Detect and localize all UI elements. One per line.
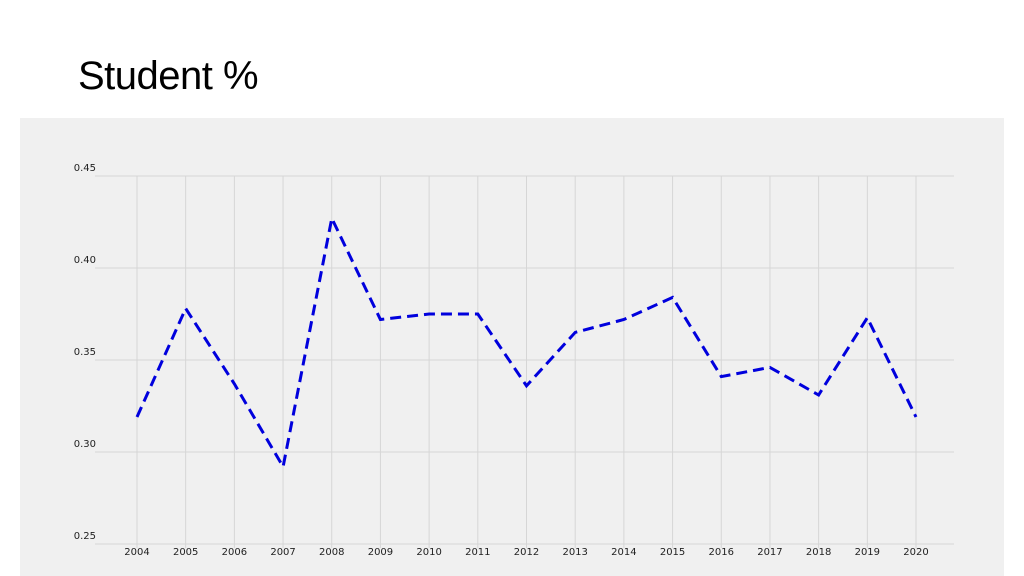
y-gridlines xyxy=(95,175,954,545)
x-tick-label: 2014 xyxy=(611,547,636,558)
data-point xyxy=(476,313,479,316)
data-point xyxy=(379,318,382,321)
x-tick-label: 2010 xyxy=(416,547,441,558)
x-tick-label: 2017 xyxy=(757,547,782,558)
data-point xyxy=(233,382,236,385)
x-tick-label: 2004 xyxy=(124,547,149,558)
x-tick-label: 2005 xyxy=(173,547,198,558)
y-tick-label: 0.25 xyxy=(74,531,96,542)
x-tick-label: 2018 xyxy=(806,547,831,558)
x-tick-label: 2016 xyxy=(709,547,734,558)
series-layer xyxy=(135,213,918,471)
data-point xyxy=(622,318,625,321)
series-line xyxy=(135,213,918,471)
data-point xyxy=(817,393,820,396)
x-tick-label: 2012 xyxy=(514,547,539,558)
data-point xyxy=(768,366,771,369)
x-tick-label: 2013 xyxy=(562,547,587,558)
y-tick-label: 0.40 xyxy=(74,255,96,266)
x-tick-label: 2020 xyxy=(903,547,928,558)
data-point xyxy=(866,316,869,319)
x-tick-labels: 2004 2005 2006 2007 2008 2009 2010 2011 2012 2013… xyxy=(124,547,928,558)
data-point xyxy=(915,416,918,419)
x-tick-label: 2015 xyxy=(660,547,685,558)
x-tick-label: 2008 xyxy=(319,547,344,558)
data-point xyxy=(282,465,285,468)
x-tick-label: 2006 xyxy=(222,547,247,558)
x-tick-label: 2007 xyxy=(270,547,295,558)
data-point xyxy=(671,296,674,299)
data-point xyxy=(525,384,528,387)
line-chart: 0.250.300.350.400.45 2004 2005 2006 2007 200… xyxy=(74,163,954,558)
x-gridlines xyxy=(136,176,917,548)
data-point xyxy=(184,307,187,310)
x-tick-label: 2019 xyxy=(855,547,880,558)
x-tick-label: 2009 xyxy=(368,547,393,558)
data-point xyxy=(720,375,723,378)
data-point xyxy=(136,416,139,419)
y-tick-label: 0.30 xyxy=(74,439,96,450)
data-point xyxy=(428,313,431,316)
y-tick-label: 0.45 xyxy=(74,163,96,174)
y-tick-labels: 0.25 0.30 0.35 0.40 0.45 xyxy=(74,163,96,542)
y-tick-label: 0.35 xyxy=(74,347,96,358)
x-tick-label: 2011 xyxy=(465,547,490,558)
data-point xyxy=(330,217,333,220)
data-point xyxy=(574,331,577,334)
slide-title: Student % xyxy=(78,54,259,98)
chart-panel: 0.25 0.30 0.35 0.40 0.45 2004 2005 2006 2007 200… xyxy=(20,118,1004,576)
